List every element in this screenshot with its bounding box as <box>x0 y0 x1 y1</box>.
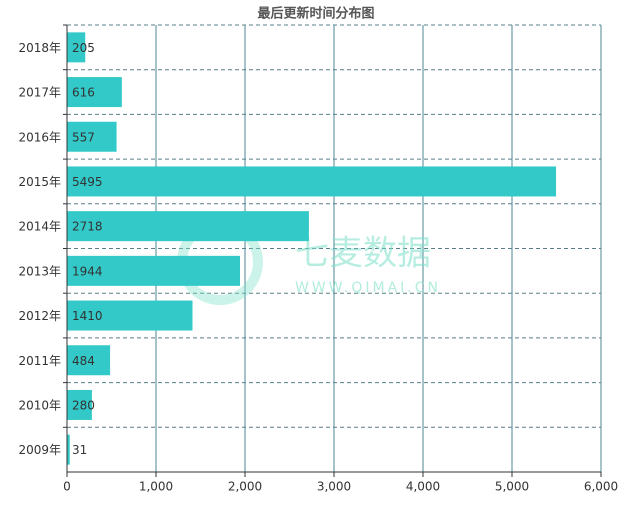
bar <box>67 300 193 331</box>
x-tick-label: 3,000 <box>317 480 351 494</box>
x-tick-label: 5,000 <box>495 480 529 494</box>
value-label: 1410 <box>72 309 103 323</box>
y-tick-label: 2014年 <box>18 220 61 234</box>
value-label: 1944 <box>72 264 103 278</box>
value-label: 205 <box>72 41 95 55</box>
bar <box>67 211 309 242</box>
y-tick-label: 2015年 <box>18 175 61 189</box>
x-tick-label: 4,000 <box>406 480 440 494</box>
bar <box>67 255 241 286</box>
watermark-url: WWW.QIMAI.CN <box>295 280 441 296</box>
bar <box>67 121 117 152</box>
value-label: 2718 <box>72 220 103 234</box>
value-label: 31 <box>72 443 87 457</box>
bar <box>67 77 122 108</box>
y-tick-label: 2013年 <box>18 264 61 278</box>
y-tick-label: 2012年 <box>18 309 61 323</box>
value-label: 484 <box>72 354 95 368</box>
value-label: 280 <box>72 398 95 412</box>
x-tick-label: 6,000 <box>584 480 618 494</box>
watermark: 七麦数据 <box>295 234 431 274</box>
y-tick-label: 2016年 <box>18 130 61 144</box>
value-label: 616 <box>72 86 95 100</box>
x-tick-label: 2,000 <box>228 480 262 494</box>
x-tick-label: 0 <box>63 480 71 494</box>
y-tick-label: 2009年 <box>18 443 61 457</box>
y-tick-label: 2018年 <box>18 41 61 55</box>
chart-title: 最后更新时间分布图 <box>257 6 374 22</box>
bar <box>67 345 111 376</box>
y-tick-label: 2017年 <box>18 86 61 100</box>
value-label: 5495 <box>72 175 103 189</box>
bar <box>67 166 557 197</box>
y-tick-label: 2010年 <box>18 398 61 412</box>
x-tick-label: 1,000 <box>139 480 173 494</box>
bar <box>67 32 86 63</box>
value-label: 557 <box>72 130 95 144</box>
bar <box>67 434 70 465</box>
y-tick-label: 2011年 <box>18 354 61 368</box>
bar <box>67 389 92 420</box>
